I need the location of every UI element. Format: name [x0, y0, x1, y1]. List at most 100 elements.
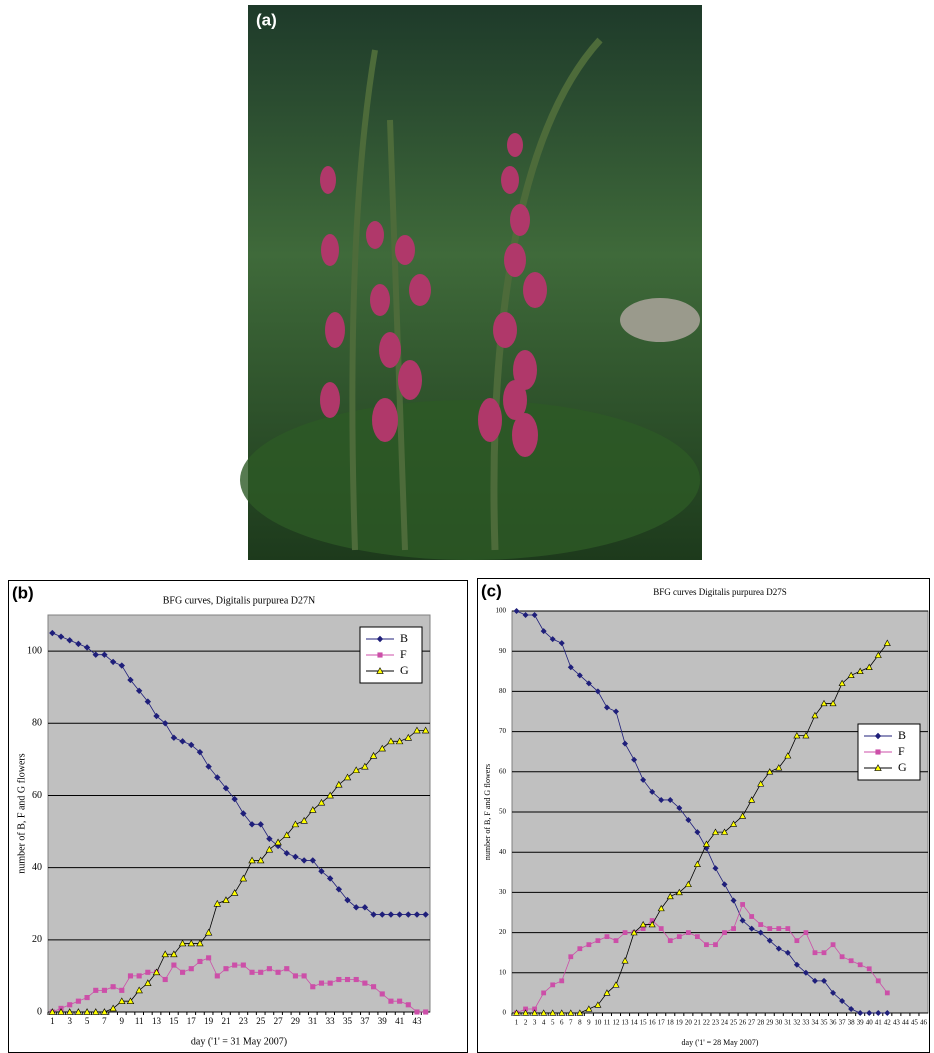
rock	[620, 298, 700, 342]
x-tick-label: 29	[766, 1019, 774, 1027]
marker	[876, 978, 881, 983]
marker	[406, 1002, 411, 1007]
marker	[267, 966, 272, 971]
legend-label: B	[898, 728, 906, 742]
marker	[695, 934, 700, 939]
figure: (a) 020406080100135791113151719212325272…	[0, 0, 934, 1053]
x-tick-label: 9	[587, 1019, 591, 1027]
marker	[380, 991, 385, 996]
x-tick-label: 5	[85, 1016, 90, 1026]
marker	[550, 982, 555, 987]
chart: 0102030405060708090100123456789101112131…	[481, 581, 928, 1046]
x-tick-label: 17	[658, 1019, 666, 1027]
x-tick-label: 1	[515, 1019, 519, 1027]
x-tick-label: 39	[378, 1016, 388, 1026]
x-tick-label: 22	[703, 1019, 711, 1027]
legend-label: B	[400, 631, 408, 645]
marker	[189, 966, 194, 971]
marker	[145, 970, 150, 975]
x-tick-label: 10	[594, 1019, 602, 1027]
marker	[541, 991, 546, 996]
marker	[76, 999, 81, 1004]
x-tick-label: 23	[239, 1016, 249, 1026]
x-tick-label: 19	[676, 1019, 684, 1027]
marker	[102, 988, 107, 993]
x-tick-label: 35	[343, 1016, 353, 1026]
x-tick-label: 20	[685, 1019, 693, 1027]
marker	[128, 973, 133, 978]
x-tick-label: 1	[50, 1016, 55, 1026]
marker	[713, 942, 718, 947]
marker	[215, 973, 220, 978]
x-tick-label: 17	[187, 1016, 197, 1026]
marker	[276, 970, 281, 975]
x-tick-label: 46	[920, 1019, 928, 1027]
marker	[858, 962, 863, 967]
y-tick-label: 0	[37, 1006, 42, 1017]
x-tick-label: 25	[730, 1019, 738, 1027]
marker	[284, 966, 289, 971]
y-tick-label: 60	[499, 767, 507, 775]
marker	[740, 902, 745, 907]
x-tick-label: 5	[551, 1019, 555, 1027]
y-tick-label: 80	[499, 687, 507, 695]
x-tick-label: 2	[524, 1019, 528, 1027]
y-tick-label: 90	[499, 647, 507, 655]
y-tick-label: 100	[27, 645, 42, 656]
x-tick-label: 29	[291, 1016, 301, 1026]
legend-label: F	[400, 647, 407, 661]
marker	[668, 938, 673, 943]
marker	[840, 954, 845, 959]
x-tick-label: 16	[649, 1019, 657, 1027]
page: {"photo_label": "(a)", "chart_data": [ {…	[0, 0, 934, 1053]
x-tick-label: 27	[274, 1016, 284, 1026]
marker	[206, 955, 211, 960]
marker	[377, 652, 382, 657]
marker	[867, 966, 872, 971]
x-tick-label: 34	[811, 1019, 819, 1027]
marker	[223, 966, 228, 971]
x-tick-label: 9	[120, 1016, 125, 1026]
marker	[111, 984, 116, 989]
x-tick-label: 45	[911, 1019, 919, 1027]
marker	[93, 988, 98, 993]
marker	[831, 942, 836, 947]
marker	[328, 981, 333, 986]
marker	[197, 959, 202, 964]
x-tick-label: 3	[533, 1019, 537, 1027]
marker	[677, 934, 682, 939]
marker	[388, 999, 393, 1004]
chart-title: BFG curves, Digitalis purpurea D27N	[163, 595, 315, 606]
marker	[258, 970, 263, 975]
x-tick-label: 42	[884, 1019, 892, 1027]
x-tick-label: 7	[569, 1019, 573, 1027]
marker	[249, 970, 254, 975]
marker	[137, 973, 142, 978]
marker	[704, 942, 709, 947]
marker	[614, 938, 619, 943]
marker	[659, 926, 664, 931]
x-tick-label: 26	[739, 1019, 747, 1027]
x-tick-label: 43	[893, 1019, 901, 1027]
marker	[822, 950, 827, 955]
marker	[354, 977, 359, 982]
x-tick-label: 24	[721, 1019, 729, 1027]
x-tick-label: 6	[560, 1019, 564, 1027]
panel-label: (a)	[256, 10, 277, 29]
marker	[171, 963, 176, 968]
y-tick-label: 40	[499, 848, 507, 856]
y-tick-label: 20	[32, 934, 42, 945]
marker	[804, 930, 809, 935]
marker	[345, 977, 350, 982]
x-tick-label: 31	[308, 1016, 317, 1026]
x-tick-label: 32	[793, 1019, 801, 1027]
marker	[362, 981, 367, 986]
marker	[232, 963, 237, 968]
x-tick-label: 13	[622, 1019, 630, 1027]
x-tick-label: 37	[839, 1019, 847, 1027]
marker	[686, 930, 691, 935]
x-tick-label: 28	[757, 1019, 765, 1027]
marker	[310, 984, 315, 989]
x-tick-label: 43	[412, 1016, 422, 1026]
marker	[67, 1002, 72, 1007]
